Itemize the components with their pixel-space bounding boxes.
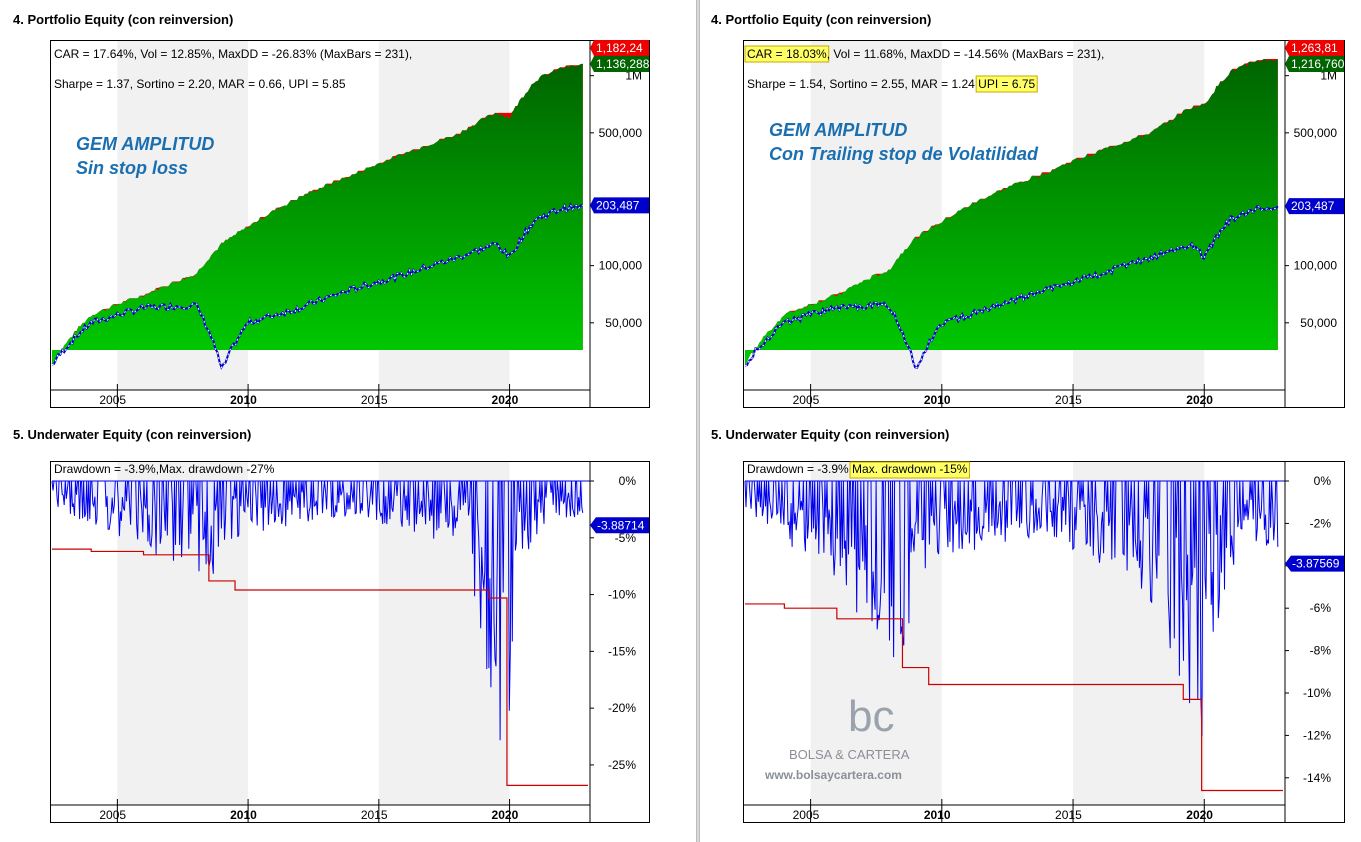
y-tick-label: -14% (1303, 771, 1331, 785)
uw-stats-0: Drawdown = -3.9%, (747, 462, 852, 476)
equity-area (52, 63, 583, 365)
watermark-url: www.bolsaycartera.com (764, 768, 902, 782)
y-tick-label: -2% (1310, 516, 1332, 530)
y-tick-label: -25% (608, 758, 636, 772)
drawdown-fill (745, 481, 1278, 737)
badge-drawdown-bg (590, 517, 649, 534)
y-tick-label: 100,000 (599, 259, 643, 273)
equity-title-right: 4. Portfolio Equity (con reinversion) (711, 12, 932, 27)
max-drawdown-line (745, 603, 1283, 792)
underwater-title-right: 5. Underwater Equity (con reinversion) (711, 427, 950, 442)
max-drawdown-line (52, 548, 588, 786)
stats-line1-0: CAR = 17.64% (54, 47, 134, 61)
y-tick-label: 0% (1314, 474, 1332, 488)
x-tick-label: 2015 (1055, 808, 1082, 822)
x-tick-label: 2005 (99, 808, 126, 822)
underwater-chart-left[interactable]: 0% -5% -10% -15% -20% -25% 2005 2010 2015 2020 Dra… (50, 461, 650, 823)
benchmark-line-dash (744, 205, 1279, 369)
x-tick-label: 2020 (492, 393, 519, 407)
y-tick-label: -20% (608, 701, 636, 715)
underwater-chart-right[interactable]: 0%-2%-4%-6%-8%-10%-12%-14%20052010201520… (743, 461, 1345, 823)
x-tick-label: 2020 (1186, 808, 1213, 822)
drawdown-line (744, 480, 1279, 737)
watermark-brand: BOLSA & CARTERA (789, 747, 910, 762)
equity-chart-right[interactable]: 1M 500,000 100,000 50,000 2005 2010 2015 2020 CA… (743, 40, 1345, 408)
uw-stats-1: Max. drawdown -15% (852, 462, 968, 476)
annotation-line-1: Sin stop loss (76, 158, 188, 178)
badge-blue-bg (590, 197, 649, 214)
equity-title-left: 4. Portfolio Equity (con reinversion) (13, 12, 234, 27)
stats-line2-1: UPI = 6.75 (978, 77, 1035, 91)
badge-red: 1,182,24 (596, 41, 643, 55)
x-tick-label: 2005 (793, 808, 820, 822)
y-tick-label: -10% (608, 588, 636, 602)
y-tick-label: 50,000 (605, 316, 642, 330)
badge-blue-bg (1285, 198, 1344, 215)
x-tick-label: 2015 (1055, 393, 1082, 407)
x-tick-label: 2020 (1186, 393, 1213, 407)
badge-red: 1,263,81 (1291, 41, 1338, 55)
badge-red-bg (590, 40, 649, 56)
stats-line2-highlight-1 (975, 75, 1038, 93)
badge-red-bg (1285, 40, 1344, 56)
x-tick-label: 2015 (361, 808, 388, 822)
y-tick-label: -6% (1310, 601, 1332, 615)
y-tick-label: 1M (1320, 69, 1337, 83)
underwater-title-left: 5. Underwater Equity (con reinversion) (13, 427, 252, 442)
uw-stats-1: Max. drawdown -27% (159, 462, 275, 476)
watermark-logo: bc (848, 692, 894, 741)
stats-line2-0: Sharpe = 1.54, Sortino = 2.55, MAR = 1.2… (747, 77, 978, 91)
drawdown-line (51, 480, 584, 741)
y-tick-label: 500,000 (599, 126, 643, 140)
panel-divider (696, 0, 700, 842)
y-tick-label: 50,000 (1300, 316, 1337, 330)
y-tick-label: 500,000 (1294, 126, 1338, 140)
y-tick-label: -10% (1303, 686, 1331, 700)
badge-green-bg (1285, 56, 1344, 72)
y-tick-label: 0% (619, 474, 637, 488)
benchmark-line-dash (51, 203, 583, 369)
badge-drawdown: -3.87569 (1292, 557, 1340, 571)
stats-line1-0: CAR = 18.03% (747, 47, 827, 61)
y-tick-label: 100,000 (1294, 259, 1338, 273)
annotation-line-0: GEM AMPLITUD (76, 134, 214, 154)
badge-green: 1,136,288 (596, 57, 650, 71)
stats-line1-highlight-0 (744, 45, 830, 63)
equity-chart-left[interactable]: 1M 500,000 100,000 50,000 2005 2010 2015 2020 CA… (50, 40, 650, 408)
x-tick-label: 2020 (492, 808, 519, 822)
badge-green-bg (590, 56, 649, 72)
equity-area (745, 59, 1278, 367)
badge-drawdown: -3.88714 (597, 518, 645, 532)
x-tick-label: 2015 (361, 393, 388, 407)
x-tick-label: 2005 (793, 393, 820, 407)
uw-stats-0: Drawdown = -3.9%, (54, 462, 159, 476)
y-tick-label: 1M (625, 69, 642, 83)
stats-line1-1: , Vol = 11.68%, MaxDD = -14.56% (MaxBars… (827, 47, 1105, 61)
badge-blue: 203,487 (596, 198, 640, 212)
x-tick-label: 2010 (230, 808, 257, 822)
badge-green: 1,216,760 (1291, 57, 1345, 71)
stats-line2-0: Sharpe = 1.37, Sortino = 2.20, MAR = 0.6… (54, 77, 346, 91)
y-tick-label: -15% (608, 644, 636, 658)
y-tick-label: -5% (615, 531, 637, 545)
stats-line1-1: , Vol = 12.85%, MaxDD = -26.83% (MaxBars… (134, 47, 412, 61)
x-tick-label: 2010 (924, 808, 951, 822)
annotation-line-1: Con Trailing stop de Volatilidad (769, 144, 1039, 164)
y-tick-label: -8% (1310, 644, 1332, 658)
y-tick-label: -12% (1303, 728, 1331, 742)
badge-drawdown-bg (1285, 555, 1344, 572)
x-tick-label: 2010 (230, 393, 257, 407)
x-tick-label: 2010 (924, 393, 951, 407)
annotation-line-0: GEM AMPLITUD (769, 120, 907, 140)
uw-stats-highlight-1 (849, 461, 970, 479)
badge-blue: 203,487 (1291, 199, 1335, 213)
x-tick-label: 2005 (99, 393, 126, 407)
